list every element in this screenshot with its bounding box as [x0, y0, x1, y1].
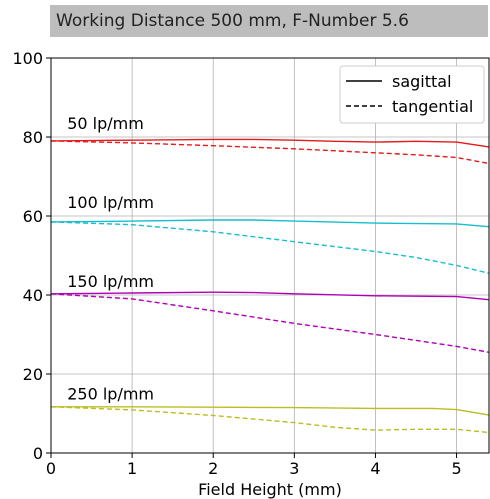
x-tick-label: 5 — [451, 459, 461, 478]
series-group-label: 250 lp/mm — [67, 385, 154, 404]
y-tick-label: 100 — [12, 49, 43, 68]
tangential-line — [50, 140, 490, 165]
tangential-line — [50, 221, 490, 274]
chart-title: Working Distance 500 mm, F-Number 5.6 — [50, 5, 488, 37]
series-group-label: 100 lp/mm — [67, 193, 154, 212]
sagittal-line — [50, 219, 490, 228]
tangential-line — [50, 406, 490, 434]
legend-box — [339, 65, 485, 124]
legend-sagittal-label: sagittal — [392, 72, 452, 91]
series-group-label: 50 lp/mm — [67, 114, 144, 133]
series-group-label: 150 lp/mm — [67, 272, 154, 291]
y-tick-label: 80 — [23, 128, 43, 147]
y-tick-label: 0 — [33, 444, 43, 463]
x-tick-label: 4 — [370, 459, 380, 478]
x-tick-label: 3 — [289, 459, 299, 478]
y-tick-label: 40 — [23, 286, 43, 305]
y-tick-label: 60 — [23, 207, 43, 226]
tangential-line — [50, 293, 490, 353]
x-tick-label: 1 — [127, 459, 137, 478]
legend-tangential-label: tangential — [392, 97, 473, 116]
sagittal-line — [50, 138, 490, 148]
sagittal-line — [51, 406, 490, 416]
legend: sagittal tangential — [339, 65, 485, 124]
x-tick-label: 2 — [208, 459, 218, 478]
x-axis-label: Field Height (mm) — [198, 480, 342, 499]
y-tick-label: 20 — [23, 365, 43, 384]
x-tick-label: 0 — [46, 459, 56, 478]
axes-frame — [50, 57, 490, 454]
plot-area — [51, 58, 489, 453]
sagittal-line — [50, 291, 490, 301]
